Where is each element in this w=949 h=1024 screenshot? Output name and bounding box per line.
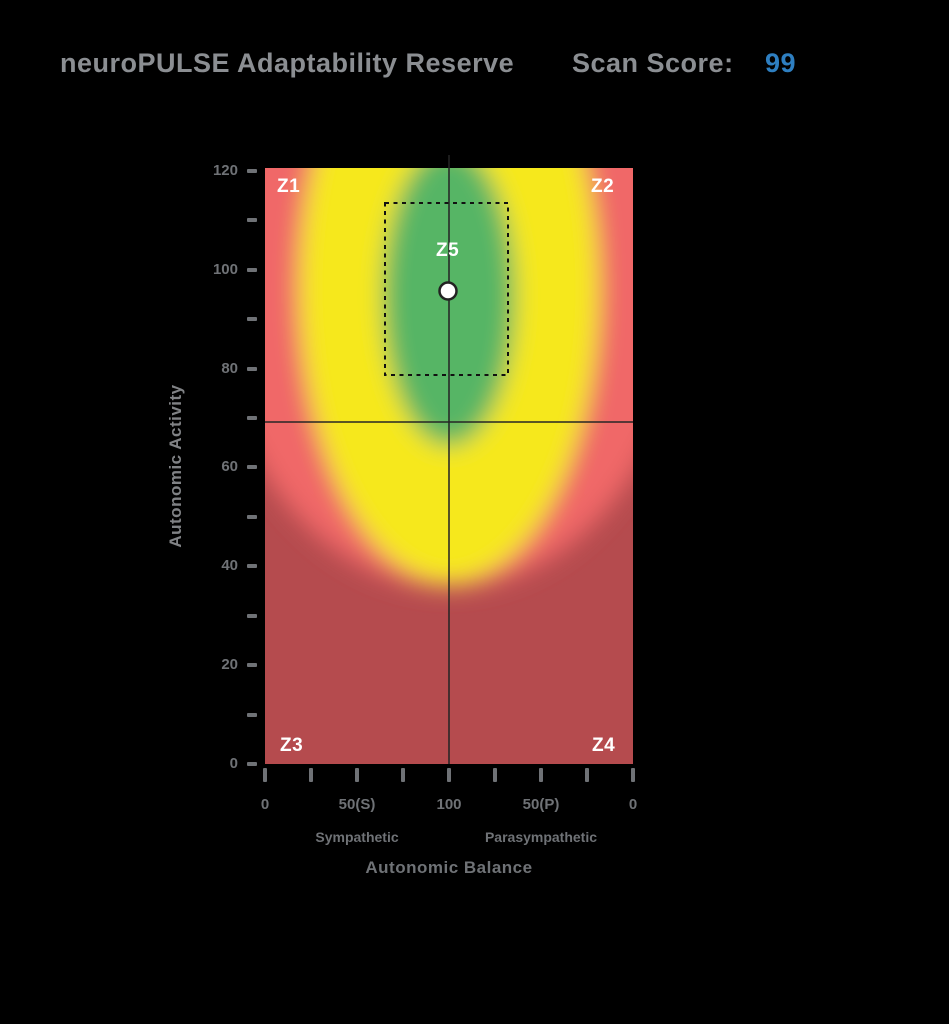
x-axis-tick xyxy=(263,768,267,782)
y-axis-tick xyxy=(247,416,257,420)
x-axis-tick-label: 50(S) xyxy=(338,796,376,813)
adaptability-quadrant-chart xyxy=(265,155,633,764)
page-title: neuroPULSE Adaptability Reserve xyxy=(60,48,515,78)
y-axis-tick-label: 60 xyxy=(221,458,238,475)
zone-label-z4: Z4 xyxy=(592,735,616,756)
scan-score-label: Scan Score: xyxy=(572,48,734,78)
y-axis-tick xyxy=(247,268,257,272)
y-axis-tick xyxy=(247,367,257,371)
zone-label-z3: Z3 xyxy=(280,735,304,756)
y-axis-tick xyxy=(247,713,257,717)
y-axis-tick xyxy=(247,317,257,321)
y-axis-tick xyxy=(247,663,257,667)
x-axis-title: Autonomic Balance xyxy=(365,858,533,877)
zone-label-z1: Z1 xyxy=(277,176,301,197)
y-axis-tick-label: 20 xyxy=(221,656,238,673)
y-axis-tick-label: 80 xyxy=(221,360,238,377)
zone-label-z2: Z2 xyxy=(591,176,615,197)
x-axis-tick-label: 0 xyxy=(260,796,270,813)
y-axis-tick-label: 100 xyxy=(212,261,238,278)
y-axis-tick xyxy=(247,515,257,519)
x-axis-tick-label: 100 xyxy=(436,796,462,813)
x-axis-tick-label: 50(P) xyxy=(522,796,560,813)
patient-marker-dot xyxy=(438,281,458,301)
y-axis-tick-label: 40 xyxy=(221,557,238,574)
x-axis-tick-label: 0 xyxy=(628,796,638,813)
x-axis-tick xyxy=(493,768,497,782)
x-axis-tick xyxy=(401,768,405,782)
y-axis-tick xyxy=(247,614,257,618)
y-axis-tick xyxy=(247,465,257,469)
y-axis-tick xyxy=(247,218,257,222)
y-axis-title: Autonomic Activity xyxy=(166,384,185,548)
x-axis-tick xyxy=(585,768,589,782)
scan-score-value: 99 xyxy=(765,48,797,78)
y-axis-tick-label: 0 xyxy=(229,755,238,772)
x-axis-tick xyxy=(539,768,543,782)
optimal-range-box xyxy=(384,202,509,376)
x-axis-sublabel-sympathetic: Sympathetic xyxy=(315,829,399,845)
x-axis-tick xyxy=(631,768,635,782)
y-axis-tick xyxy=(247,762,257,766)
x-axis-sublabel-parasympathetic: Parasympathetic xyxy=(484,829,598,845)
zone-label-z5: Z5 xyxy=(436,240,460,261)
x-axis-tick xyxy=(309,768,313,782)
y-axis-tick xyxy=(247,564,257,568)
y-axis-tick xyxy=(247,169,257,173)
y-axis-tick-label: 120 xyxy=(212,162,238,179)
x-axis-tick xyxy=(355,768,359,782)
x-axis-tick xyxy=(447,768,451,782)
